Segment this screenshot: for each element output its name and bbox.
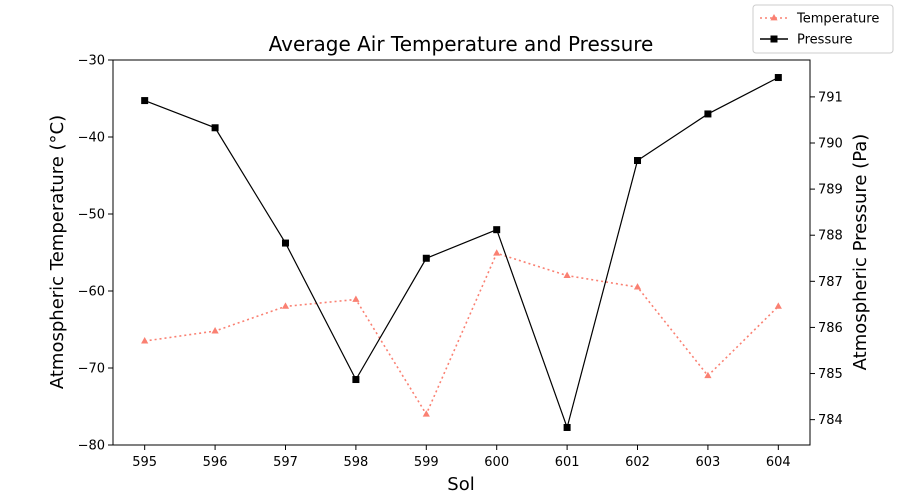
left-y-tick-label: −70 (78, 362, 105, 377)
pressure-point (774, 74, 782, 82)
x-tick-label: 601 (555, 455, 580, 470)
temperature-point (774, 302, 782, 309)
pressure-point (141, 97, 149, 105)
right-y-tick-label: 784 (818, 413, 843, 428)
right-y-tick-label: 790 (818, 136, 843, 151)
pressure-point (704, 110, 712, 118)
chart-title: Average Air Temperature and Pressure (269, 32, 654, 56)
pressure-point (493, 226, 501, 234)
temperature-point (281, 302, 290, 309)
temperature-point (141, 337, 149, 344)
temperature-point (563, 271, 571, 278)
legend-pressure-label: Pressure (797, 33, 853, 48)
right-y-tick-label: 789 (818, 183, 843, 198)
left-y-axis-ticks: −80 −70 −60 −50 −40 −30 (78, 54, 113, 454)
right-y-tick-label: 785 (818, 367, 843, 382)
x-tick-label: 602 (625, 455, 650, 470)
plot-area (112, 59, 811, 446)
pressure-point (281, 239, 289, 247)
legend-temperature-label: Temperature (796, 12, 879, 27)
right-y-tick-label: 786 (818, 321, 843, 336)
pressure-point (422, 254, 430, 262)
right-y-tick-label: 788 (818, 229, 843, 244)
left-y-tick-label: −80 (78, 439, 105, 454)
pressure-point (634, 157, 642, 165)
x-axis-label: Sol (447, 474, 474, 495)
temperature-point (493, 249, 501, 256)
left-y-tick-label: −60 (78, 285, 105, 300)
temperature-point (633, 283, 642, 290)
x-tick-label: 597 (273, 455, 298, 470)
legend-pressure-marker (770, 35, 778, 43)
x-tick-label: 598 (343, 455, 368, 470)
x-axis-ticks: 595 596 597 598 599 600 601 602 603 604 (132, 445, 791, 470)
pressure-point (352, 376, 360, 384)
pressure-point (211, 124, 219, 132)
right-y-tick-label: 791 (818, 90, 843, 105)
temperature-point (211, 327, 219, 334)
pressure-point (563, 423, 571, 431)
x-tick-label: 604 (766, 455, 791, 470)
x-tick-label: 595 (132, 455, 157, 470)
x-tick-label: 599 (414, 455, 439, 470)
x-tick-label: 596 (203, 455, 228, 470)
temperature-point (352, 295, 360, 302)
left-y-tick-label: −30 (78, 54, 105, 69)
legend-box (752, 4, 894, 54)
left-y-axis-label: Atmospheric Temperature (°C) (47, 115, 68, 389)
right-y-tick-label: 787 (818, 275, 843, 290)
series-layer (141, 74, 782, 431)
right-y-axis-ticks: 784 785 786 787 788 789 790 791 (810, 90, 843, 428)
x-tick-label: 603 (696, 455, 721, 470)
left-y-tick-label: −40 (78, 131, 105, 146)
legend-temperature-marker (770, 14, 778, 21)
left-y-tick-label: −50 (78, 208, 105, 223)
legend: Temperature Pressure (752, 4, 894, 54)
pressure-series-line (144, 76, 779, 430)
right-y-axis-label: Atmospheric Pressure (Pa) (850, 134, 871, 371)
temperature-point (704, 371, 712, 379)
x-tick-label: 600 (484, 455, 509, 470)
temperature-point (422, 410, 430, 417)
